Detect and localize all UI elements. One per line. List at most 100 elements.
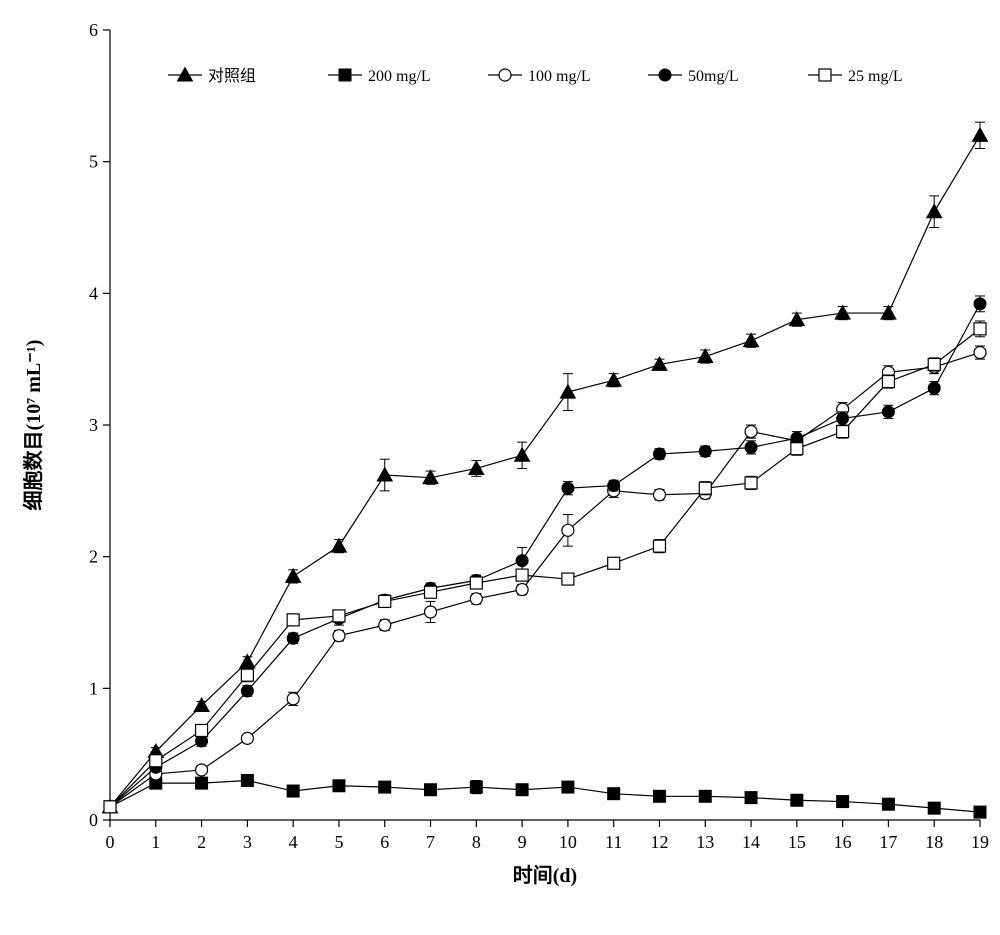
legend-label: 25 mg/L (848, 68, 903, 85)
series-c200 (104, 775, 986, 819)
marker-square-open (425, 586, 437, 598)
y-tick-label: 0 (89, 810, 98, 830)
x-tick-label: 8 (472, 832, 481, 852)
marker-circle-open (333, 630, 345, 642)
marker-square-open (882, 376, 894, 388)
marker-square-open (974, 323, 986, 335)
marker-circle-filled (653, 448, 665, 460)
marker-circle-filled (837, 412, 849, 424)
y-tick-label: 3 (89, 415, 98, 435)
marker-circle-open (516, 584, 528, 596)
line-chart: 0123456789101112131415161718190123456时间(… (0, 0, 1000, 935)
x-tick-label: 9 (518, 832, 527, 852)
marker-square-open (333, 610, 345, 622)
marker-circle-filled (928, 382, 940, 394)
marker-square-open (745, 477, 757, 489)
marker-square-filled (928, 802, 940, 814)
marker-circle-filled (516, 555, 528, 567)
marker-circle-filled (882, 406, 894, 418)
marker-circle-filled (659, 69, 671, 81)
marker-square-open (837, 426, 849, 438)
x-tick-label: 2 (197, 832, 206, 852)
marker-square-open (653, 540, 665, 552)
marker-circle-filled (562, 482, 574, 494)
marker-square-filled (333, 780, 345, 792)
x-tick-label: 13 (696, 832, 714, 852)
marker-circle-filled (974, 298, 986, 310)
marker-square-filled (241, 775, 253, 787)
marker-circle-filled (241, 685, 253, 697)
series-c50 (104, 296, 986, 813)
marker-triangle (178, 68, 193, 82)
marker-triangle (286, 569, 301, 583)
marker-square-filled (745, 792, 757, 804)
marker-circle-open (241, 732, 253, 744)
marker-square-open (470, 577, 482, 589)
marker-triangle (744, 333, 759, 347)
marker-square-open (379, 595, 391, 607)
marker-square-open (791, 443, 803, 455)
marker-circle-open (379, 619, 391, 631)
x-tick-label: 15 (788, 832, 806, 852)
marker-square-filled (470, 781, 482, 793)
marker-square-filled (425, 784, 437, 796)
legend-label: 50mg/L (688, 68, 739, 85)
x-tick-label: 5 (334, 832, 343, 852)
series-line (110, 353, 980, 807)
y-axis-label: 细胞数目(10⁷ mL⁻¹) (21, 340, 45, 511)
marker-square-open (516, 569, 528, 581)
x-tick-label: 11 (605, 832, 622, 852)
marker-square-open (287, 614, 299, 626)
x-tick-label: 19 (971, 832, 989, 852)
marker-square-open (928, 358, 940, 370)
y-tick-label: 1 (89, 678, 98, 698)
marker-triangle (973, 128, 988, 141)
x-tick-label: 7 (426, 832, 435, 852)
legend-label: 200 mg/L (368, 68, 431, 85)
marker-circle-filled (287, 632, 299, 644)
marker-circle-open (562, 524, 574, 536)
series-line (110, 304, 980, 807)
marker-circle-open (287, 693, 299, 705)
marker-square-open (699, 482, 711, 494)
marker-circle-filled (699, 445, 711, 457)
series-line (110, 329, 980, 807)
marker-square-filled (339, 69, 351, 81)
marker-square-filled (196, 777, 208, 789)
marker-square-open (104, 801, 116, 813)
marker-circle-open (745, 426, 757, 438)
series-c25 (104, 321, 986, 813)
marker-triangle (606, 373, 621, 387)
marker-circle-open (653, 489, 665, 501)
marker-square-filled (791, 794, 803, 806)
x-tick-label: 6 (380, 832, 389, 852)
marker-circle-open (196, 764, 208, 776)
marker-square-filled (837, 796, 849, 808)
marker-triangle (469, 461, 484, 475)
marker-triangle (377, 468, 392, 482)
x-tick-label: 16 (834, 832, 852, 852)
marker-square-filled (379, 781, 391, 793)
series-line (110, 781, 980, 813)
marker-square-open (241, 669, 253, 681)
marker-square-filled (608, 788, 620, 800)
marker-square-filled (882, 798, 894, 810)
legend-label: 对照组 (208, 67, 256, 85)
x-tick-label: 4 (289, 832, 298, 852)
x-tick-label: 1 (151, 832, 160, 852)
marker-square-filled (562, 781, 574, 793)
marker-triangle (927, 204, 942, 218)
legend: 对照组200 mg/L100 mg/L50mg/L25 mg/L (168, 67, 903, 85)
x-tick-label: 10 (559, 832, 577, 852)
marker-square-open (150, 755, 162, 767)
x-tick-label: 17 (879, 832, 897, 852)
marker-square-open (196, 724, 208, 736)
marker-triangle (881, 306, 896, 320)
marker-circle-open (425, 606, 437, 618)
marker-triangle (331, 539, 346, 553)
marker-square-filled (287, 785, 299, 797)
series-control (103, 122, 988, 813)
marker-triangle (515, 448, 530, 462)
marker-square-open (608, 557, 620, 569)
x-tick-label: 3 (243, 832, 252, 852)
